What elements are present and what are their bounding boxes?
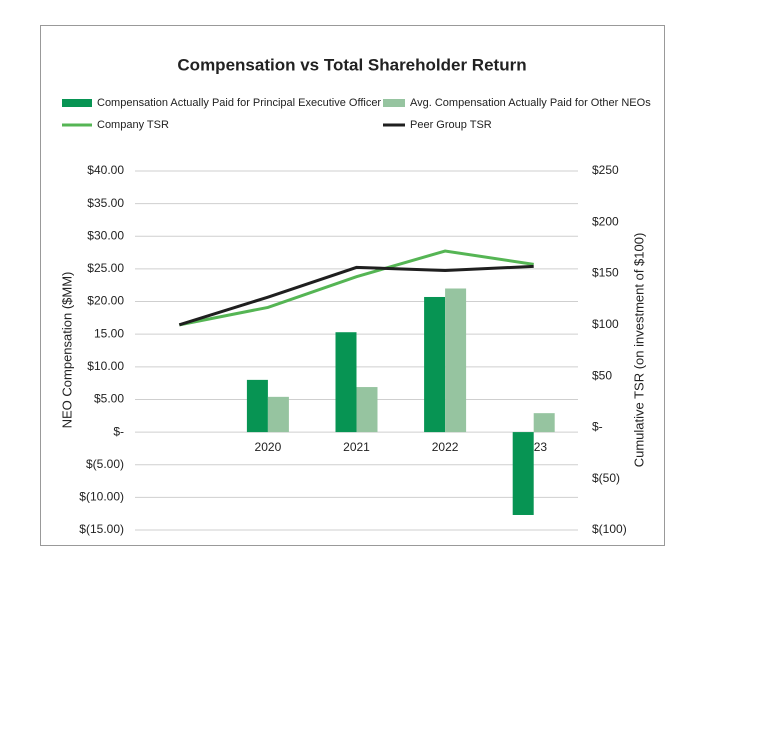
line-series xyxy=(178,264,534,327)
y-axis-label: NEO Compensation ($MM) xyxy=(59,272,74,429)
bar xyxy=(424,296,446,433)
y-tick-label: 15.00 xyxy=(94,326,124,340)
bar xyxy=(445,288,467,433)
legend-label: Company TSR xyxy=(97,119,169,131)
y-tick-label: $35.00 xyxy=(87,196,124,210)
y2-tick-label: $100 xyxy=(592,317,619,331)
chart-title: Compensation vs Total Shareholder Return xyxy=(177,55,526,74)
y-tick-label: $- xyxy=(113,424,124,438)
y-tick-label: $(5.00) xyxy=(86,457,124,471)
legend-swatch xyxy=(383,99,405,107)
y2-axis-label: Cumulative TSR (on investment of $100) xyxy=(631,233,646,468)
y-tick-label: $5.00 xyxy=(94,392,124,406)
y-tick-label: $20.00 xyxy=(87,294,124,308)
y-tick-label: $(10.00) xyxy=(79,490,124,504)
y2-tick-label: $50 xyxy=(592,368,612,382)
x-tick-label: 2021 xyxy=(343,440,370,454)
y-tick-label: $25.00 xyxy=(87,261,124,275)
bar xyxy=(267,396,289,433)
line-series xyxy=(179,249,534,327)
y2-tick-label: $(100) xyxy=(592,522,627,536)
bar xyxy=(246,379,268,433)
x-tick-label: 2022 xyxy=(432,440,459,454)
bar xyxy=(533,413,555,433)
y2-tick-label: $- xyxy=(592,420,603,434)
y2-tick-label: $(50) xyxy=(592,471,620,485)
x-tick-label: 2020 xyxy=(255,440,282,454)
legend-label: Avg. Compensation Actually Paid for Othe… xyxy=(410,97,651,109)
y2-tick-label: $150 xyxy=(592,266,619,280)
y-tick-label: $40.00 xyxy=(87,163,124,177)
y-tick-label: $30.00 xyxy=(87,228,124,242)
bar xyxy=(335,332,357,433)
bar xyxy=(356,387,378,433)
bar xyxy=(512,432,534,515)
y-tick-label: $(15.00) xyxy=(79,522,124,536)
legend-swatch xyxy=(62,99,92,107)
legend-label: Peer Group TSR xyxy=(410,119,492,131)
y2-tick-label: $250 xyxy=(592,163,619,177)
legend-label: Compensation Actually Paid for Principal… xyxy=(97,97,381,109)
y2-tick-label: $200 xyxy=(592,214,619,228)
y-tick-label: $10.00 xyxy=(87,359,124,373)
chart-frame xyxy=(40,25,665,546)
